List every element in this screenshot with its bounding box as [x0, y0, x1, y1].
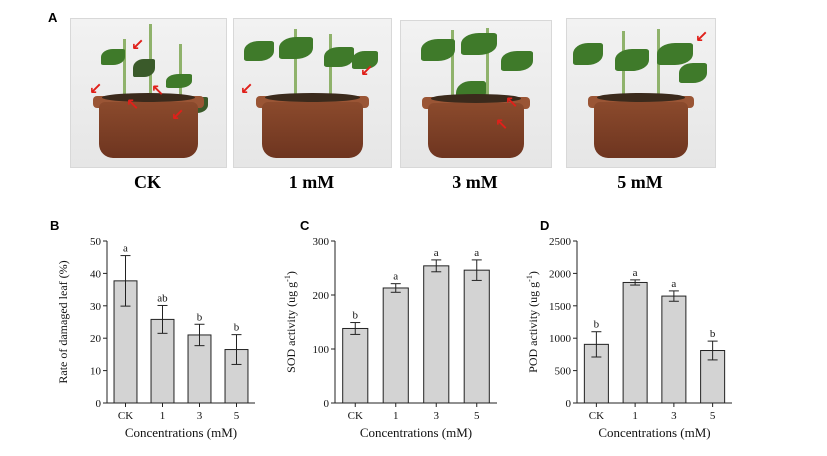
plant-photo-ck: ↙ ↙ ↖ ↖ ↙ [70, 18, 227, 168]
x-tick-label: 1 [160, 410, 166, 422]
plant-photo-1mm: ↙ ↙ [233, 18, 392, 168]
photo-label-1mm: 1 mM [288, 172, 335, 192]
x-tick-label: CK [118, 410, 133, 422]
significance-label: a [633, 267, 638, 279]
significance-label: b [234, 322, 240, 334]
damage-arrow: ↙ [695, 27, 709, 46]
y-tick-label: 500 [555, 366, 572, 378]
x-tick-label: 1 [632, 410, 638, 422]
y-tick-label: 100 [313, 344, 330, 356]
damage-arrow: ↙ [131, 35, 145, 54]
significance-label: b [353, 310, 359, 322]
x-axis-title: Concentrations (mM) [360, 425, 472, 440]
photo-label-3mm: 3 mM [452, 172, 498, 192]
x-tick-label: 3 [197, 410, 203, 422]
y-tick-label: 50 [90, 236, 102, 248]
bar [622, 281, 648, 404]
x-tick-label: 1 [393, 410, 399, 422]
x-tick-label: 3 [434, 410, 440, 422]
photo-label-ck: CK [134, 172, 161, 192]
damage-arrow: ↙ [89, 79, 103, 98]
y-tick-label: 0 [96, 398, 102, 410]
x-tick-label: 3 [671, 410, 677, 422]
y-axis-title: SOD activity (ug g-1) [283, 271, 298, 373]
damage-arrow: ↖ [505, 93, 519, 112]
significance-label: a [671, 278, 676, 290]
significance-label: a [123, 243, 128, 255]
significance-label: ab [157, 292, 168, 304]
x-tick-label: 5 [474, 410, 480, 422]
y-tick-label: 200 [313, 290, 330, 302]
x-axis-title: Concentrations (mM) [125, 425, 237, 440]
significance-label: b [197, 311, 203, 323]
panel-b-letter: B [50, 218, 60, 233]
x-tick-label: CK [589, 410, 604, 422]
damage-arrow: ↖ [151, 81, 165, 100]
significance-label: b [710, 328, 716, 340]
panel-a-letter: A [48, 10, 58, 25]
panel-d-letter: D [540, 218, 550, 233]
bar [463, 269, 490, 404]
significance-label: a [434, 247, 439, 259]
y-tick-label: 2000 [549, 268, 572, 280]
damage-arrow: ↖ [495, 115, 509, 134]
damage-arrow: ↙ [240, 79, 254, 98]
significance-label: b [594, 319, 600, 331]
x-tick-label: CK [348, 410, 363, 422]
damage-arrow: ↙ [171, 105, 185, 124]
plant-photo-3mm: ↖ ↖ [400, 20, 552, 168]
y-tick-label: 10 [90, 366, 102, 378]
y-tick-label: 1500 [549, 301, 572, 313]
bar [661, 295, 687, 404]
damage-arrow: ↖ [126, 95, 140, 114]
y-axis-title: Rate of damaged leaf (%) [56, 260, 70, 383]
panel-c-letter: C [300, 218, 310, 233]
y-tick-label: 300 [313, 236, 330, 248]
x-tick-label: 5 [710, 410, 716, 422]
y-axis-title: POD activity (ug g-1) [525, 271, 540, 373]
x-axis-title: Concentrations (mM) [598, 425, 710, 440]
x-tick-label: 5 [234, 410, 240, 422]
damage-arrow: ↙ [360, 61, 374, 80]
y-tick-label: 30 [90, 301, 102, 313]
y-tick-label: 0 [324, 398, 330, 410]
y-tick-label: 0 [566, 398, 572, 410]
y-tick-label: 40 [90, 268, 102, 280]
bar [423, 265, 450, 404]
significance-label: a [393, 271, 398, 283]
y-tick-label: 1000 [549, 333, 572, 345]
y-tick-label: 20 [90, 333, 102, 345]
plant-photo-5mm: ↙ [566, 18, 716, 168]
photo-label-5mm: 5 mM [617, 172, 663, 192]
significance-label: a [474, 247, 479, 259]
y-tick-label: 2500 [549, 236, 572, 248]
